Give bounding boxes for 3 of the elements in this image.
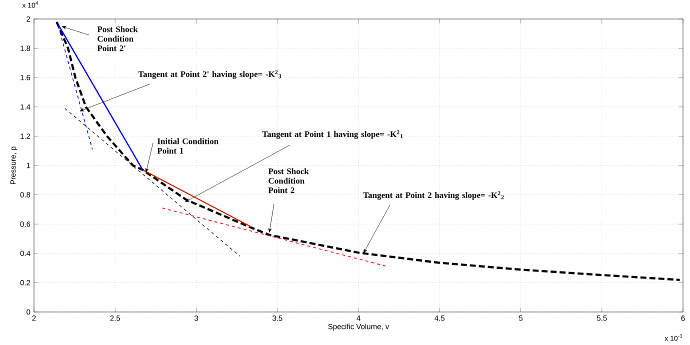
annotation: Post Shock Condition Point 2 — [268, 168, 309, 194]
annotation: Post Shock Condition Point 2' — [97, 26, 138, 52]
annotation: Initial Condition Point 1 — [157, 138, 218, 154]
